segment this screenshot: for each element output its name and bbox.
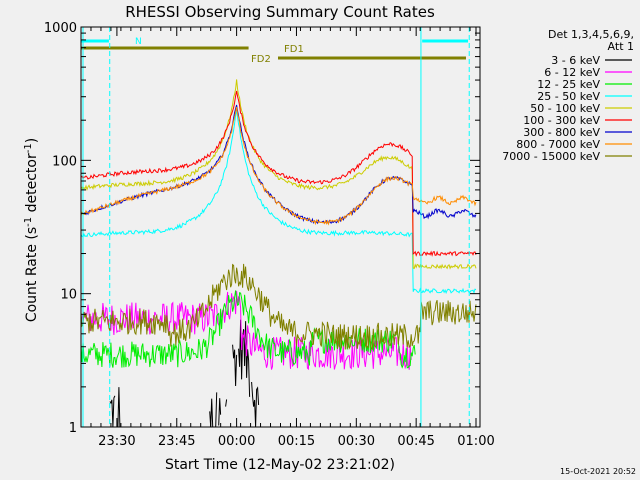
x-tick-label: 00:00 bbox=[218, 434, 255, 449]
legend-entry-label: 3 - 6 keV bbox=[551, 54, 600, 67]
plot-area bbox=[81, 27, 480, 427]
legend-entry-label: 800 - 7000 keV bbox=[516, 138, 600, 151]
fd1-flag-label: FD1 bbox=[284, 44, 304, 55]
x-tick-label: 23:30 bbox=[98, 434, 135, 449]
x-tick-label: 01:00 bbox=[457, 434, 494, 449]
series-line-6 bbox=[80, 90, 477, 257]
series-line-9 bbox=[80, 263, 477, 351]
observing-flags: N FD1 FD2 bbox=[81, 27, 470, 427]
x-tick-label: 00:30 bbox=[338, 434, 375, 449]
legend-entry-label: 300 - 800 keV bbox=[523, 126, 600, 139]
y-axis-label: Count Rate (s-1 detector-1) bbox=[23, 138, 41, 322]
chart-title: RHESSI Observing Summary Count Rates bbox=[125, 3, 435, 21]
series-line-3 bbox=[80, 290, 416, 369]
x-tick-label: 00:15 bbox=[278, 434, 315, 449]
legend-entry-label: 25 - 50 keV bbox=[537, 90, 600, 103]
legend-entry-label: 100 - 300 keV bbox=[523, 114, 600, 127]
series-line-5 bbox=[80, 79, 477, 270]
legend-entry-label: 6 - 12 keV bbox=[544, 66, 600, 79]
x-tick-label: 00:45 bbox=[397, 434, 434, 449]
legend-entry-label: 12 - 25 keV bbox=[537, 78, 600, 91]
plot-background bbox=[81, 27, 480, 427]
series-line-8 bbox=[80, 106, 477, 226]
y-tick-label: 100 bbox=[52, 154, 77, 169]
series-line-2 bbox=[80, 290, 412, 371]
legend-header: Att 1 bbox=[608, 40, 634, 53]
y-tick-label: 10 bbox=[60, 288, 77, 303]
x-axis-label: Start Time (12-May-02 23:21:02) bbox=[165, 457, 395, 473]
legend-header: Det 1,3,4,5,6,9, bbox=[548, 28, 634, 41]
fd2-flag-label: FD2 bbox=[251, 54, 271, 65]
x-tick-label: 23:45 bbox=[158, 434, 195, 449]
y-tick-label: 1 bbox=[69, 421, 77, 436]
y-tick-label: 1000 bbox=[44, 21, 77, 36]
legend-entry-label: 50 - 100 keV bbox=[530, 102, 600, 115]
axes: 1 10 100 1000 23:30 23:45 00:00 00:15 00:30 00:45… bbox=[44, 21, 495, 449]
legend-entry-label: 7000 - 15000 keV bbox=[502, 150, 600, 163]
night-flag-label: N bbox=[135, 37, 142, 47]
generation-timestamp: 15-Oct-2021 20:52 bbox=[560, 467, 636, 476]
series-layer bbox=[80, 79, 477, 428]
series-line-4 bbox=[80, 109, 477, 295]
